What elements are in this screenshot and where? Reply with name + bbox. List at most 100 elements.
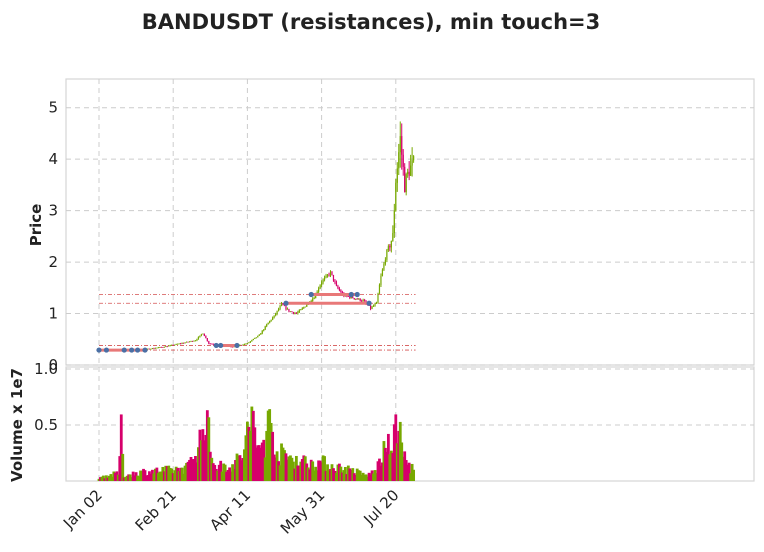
volume-bar xyxy=(357,470,361,481)
candle xyxy=(384,257,387,266)
volume-bar xyxy=(109,474,113,481)
volume-bar xyxy=(148,471,151,481)
candle xyxy=(266,323,268,328)
volume-tick-label: 0.5 xyxy=(34,416,58,434)
volume-bar xyxy=(115,471,119,481)
volume-bar xyxy=(116,474,120,481)
candle xyxy=(312,297,314,303)
candle-body xyxy=(321,282,323,286)
candle xyxy=(289,311,292,313)
candle xyxy=(153,347,155,349)
volume-bar xyxy=(137,476,141,481)
candle xyxy=(359,298,361,302)
volume-bar xyxy=(378,458,381,481)
candle xyxy=(257,335,259,338)
candle-body xyxy=(191,341,194,342)
volume-bar xyxy=(370,470,374,481)
volume-bar xyxy=(106,477,110,481)
volume-bar xyxy=(278,465,282,481)
volume-bar xyxy=(180,467,184,481)
volume-bar xyxy=(297,465,301,481)
candle xyxy=(411,147,413,177)
candle xyxy=(193,340,195,342)
candle xyxy=(273,315,275,319)
candle-body xyxy=(272,317,274,320)
volume-panel xyxy=(65,366,755,482)
volume-bar xyxy=(202,440,206,481)
volume-bar xyxy=(205,410,209,481)
volume-bar xyxy=(381,462,384,481)
volume-bar xyxy=(284,453,288,481)
candle xyxy=(209,343,211,345)
volume-bar xyxy=(253,427,257,481)
volume-bar xyxy=(342,470,346,481)
volume-bar xyxy=(333,470,337,481)
candle xyxy=(335,280,338,287)
candle xyxy=(392,225,394,242)
candle-body xyxy=(177,343,179,345)
candle-body xyxy=(162,347,164,348)
volume-bar xyxy=(100,476,104,481)
volume-bar xyxy=(317,460,321,481)
volume-bar xyxy=(130,477,134,481)
volume-bar xyxy=(335,472,338,481)
candle xyxy=(200,333,202,337)
candle-body xyxy=(246,343,248,344)
volume-bar xyxy=(338,463,341,481)
candle xyxy=(191,340,194,342)
candle xyxy=(206,338,208,342)
price-tick-label: 5 xyxy=(48,99,58,117)
volume-bar xyxy=(290,457,294,481)
volume-bar xyxy=(238,455,242,481)
candle xyxy=(401,123,403,170)
volume-bar xyxy=(363,474,367,481)
volume-bar xyxy=(272,454,276,481)
x-tick-label: Feb 21 xyxy=(132,486,180,534)
candle xyxy=(263,329,265,332)
candle xyxy=(326,273,329,278)
candle-body xyxy=(280,303,283,306)
volume-bar xyxy=(97,478,101,481)
candle xyxy=(197,336,200,340)
touch-point xyxy=(348,291,354,298)
candle-body xyxy=(184,342,186,344)
volume-bar xyxy=(340,472,344,481)
volume-bar xyxy=(220,471,224,481)
volume-bar xyxy=(318,460,322,481)
candle xyxy=(168,345,170,347)
x-tick-label: Jul 20 xyxy=(360,486,403,529)
candle xyxy=(355,298,357,301)
volume-bar xyxy=(198,429,202,481)
candle-body xyxy=(196,339,198,341)
volume-bar xyxy=(407,462,411,481)
candle-body xyxy=(185,341,188,343)
candle xyxy=(304,306,306,308)
volume-bar xyxy=(367,472,371,481)
volume-bar xyxy=(302,455,306,481)
candle-body xyxy=(364,300,366,302)
volume-bar xyxy=(168,467,172,481)
candle-body xyxy=(331,271,333,275)
volume-bar xyxy=(412,469,416,481)
candle-body xyxy=(171,344,173,346)
candle-body xyxy=(200,334,202,336)
volume-bar xyxy=(143,470,147,481)
candle-body xyxy=(350,296,352,298)
candle xyxy=(374,302,376,307)
volume-bar xyxy=(146,475,150,481)
candle xyxy=(410,154,412,176)
candle xyxy=(404,163,406,193)
candle-body xyxy=(252,338,254,341)
candle xyxy=(194,340,197,342)
candle xyxy=(205,335,207,339)
candle xyxy=(190,340,192,343)
candle xyxy=(332,274,335,282)
x-tick-label: Apr 11 xyxy=(206,486,254,534)
candle xyxy=(261,330,263,335)
candle xyxy=(269,320,271,324)
volume-bar xyxy=(145,475,148,481)
candle xyxy=(295,312,297,315)
volume-bar xyxy=(320,462,323,481)
volume-bar xyxy=(124,476,128,481)
candle-body xyxy=(248,342,250,344)
